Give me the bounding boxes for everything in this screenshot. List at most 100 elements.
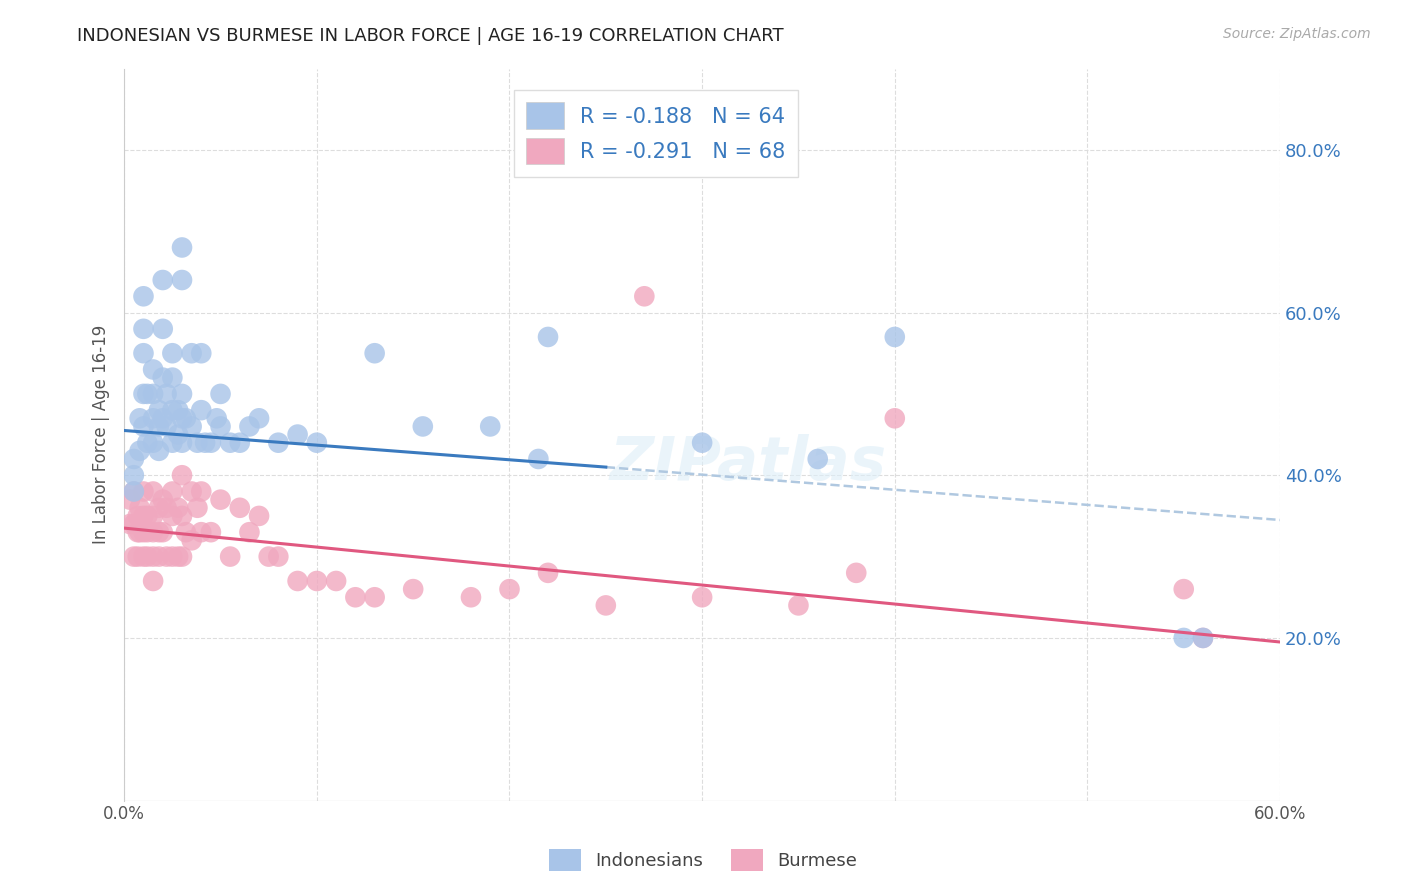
Point xyxy=(167,427,190,442)
Point xyxy=(325,574,347,588)
Point xyxy=(190,403,212,417)
Text: Source: ZipAtlas.com: Source: ZipAtlas.com xyxy=(1223,27,1371,41)
Text: INDONESIAN VS BURMESE IN LABOR FORCE | AGE 16-19 CORRELATION CHART: INDONESIAN VS BURMESE IN LABOR FORCE | A… xyxy=(77,27,785,45)
Point xyxy=(167,500,190,515)
Point xyxy=(122,468,145,483)
Point xyxy=(170,240,193,254)
Point xyxy=(209,492,232,507)
Point xyxy=(136,525,159,540)
Point xyxy=(136,435,159,450)
Point xyxy=(363,591,385,605)
Point xyxy=(128,500,150,515)
Point xyxy=(238,419,260,434)
Point xyxy=(537,566,560,580)
Point xyxy=(180,419,202,434)
Point xyxy=(170,468,193,483)
Point xyxy=(595,599,617,613)
Point xyxy=(132,346,155,360)
Point xyxy=(128,525,150,540)
Point xyxy=(238,525,260,540)
Point xyxy=(180,346,202,360)
Point xyxy=(142,525,165,540)
Legend: Indonesians, Burmese: Indonesians, Burmese xyxy=(541,842,865,879)
Point xyxy=(142,387,165,401)
Point xyxy=(122,516,145,531)
Point xyxy=(132,387,155,401)
Point xyxy=(142,411,165,425)
Point xyxy=(132,549,155,564)
Point xyxy=(132,525,155,540)
Point xyxy=(155,419,177,434)
Point xyxy=(152,370,174,384)
Point xyxy=(142,435,165,450)
Point xyxy=(287,427,309,442)
Point xyxy=(142,362,165,376)
Point xyxy=(162,346,184,360)
Point xyxy=(186,500,208,515)
Point xyxy=(170,549,193,564)
Point xyxy=(167,403,190,417)
Point xyxy=(305,435,328,450)
Point xyxy=(170,411,193,425)
Point xyxy=(883,411,905,425)
Y-axis label: In Labor Force | Age 16-19: In Labor Force | Age 16-19 xyxy=(93,325,110,544)
Point xyxy=(845,566,868,580)
Point xyxy=(209,419,232,434)
Point xyxy=(148,549,170,564)
Point xyxy=(162,370,184,384)
Point xyxy=(190,525,212,540)
Point xyxy=(155,549,177,564)
Point xyxy=(127,549,149,564)
Point xyxy=(152,273,174,287)
Point xyxy=(142,484,165,499)
Point xyxy=(174,525,197,540)
Point xyxy=(219,549,242,564)
Point xyxy=(479,419,502,434)
Point xyxy=(142,549,165,564)
Point xyxy=(148,525,170,540)
Point xyxy=(807,452,830,467)
Point xyxy=(257,549,280,564)
Point xyxy=(122,452,145,467)
Point xyxy=(128,411,150,425)
Point xyxy=(155,387,177,401)
Point xyxy=(194,435,217,450)
Point xyxy=(148,500,170,515)
Point xyxy=(162,435,184,450)
Point xyxy=(412,419,434,434)
Point xyxy=(136,387,159,401)
Point xyxy=(460,591,482,605)
Point xyxy=(205,411,228,425)
Point xyxy=(155,500,177,515)
Point xyxy=(305,574,328,588)
Point xyxy=(170,273,193,287)
Point xyxy=(180,533,202,548)
Point xyxy=(162,549,184,564)
Point xyxy=(152,411,174,425)
Point xyxy=(498,582,520,596)
Point xyxy=(127,508,149,523)
Point xyxy=(170,435,193,450)
Point xyxy=(170,508,193,523)
Point xyxy=(142,574,165,588)
Point xyxy=(174,411,197,425)
Point xyxy=(132,484,155,499)
Point xyxy=(267,549,290,564)
Point xyxy=(883,330,905,344)
Point xyxy=(287,574,309,588)
Point xyxy=(527,452,550,467)
Text: ZIPatlas: ZIPatlas xyxy=(610,434,887,493)
Point xyxy=(170,387,193,401)
Point xyxy=(162,508,184,523)
Point xyxy=(152,525,174,540)
Legend: R = -0.188   N = 64, R = -0.291   N = 68: R = -0.188 N = 64, R = -0.291 N = 68 xyxy=(513,90,799,177)
Point xyxy=(219,435,242,450)
Point xyxy=(186,435,208,450)
Point xyxy=(1192,631,1215,645)
Point xyxy=(1192,631,1215,645)
Point xyxy=(127,525,149,540)
Point xyxy=(148,403,170,417)
Point xyxy=(402,582,425,596)
Point xyxy=(132,508,155,523)
Point xyxy=(162,484,184,499)
